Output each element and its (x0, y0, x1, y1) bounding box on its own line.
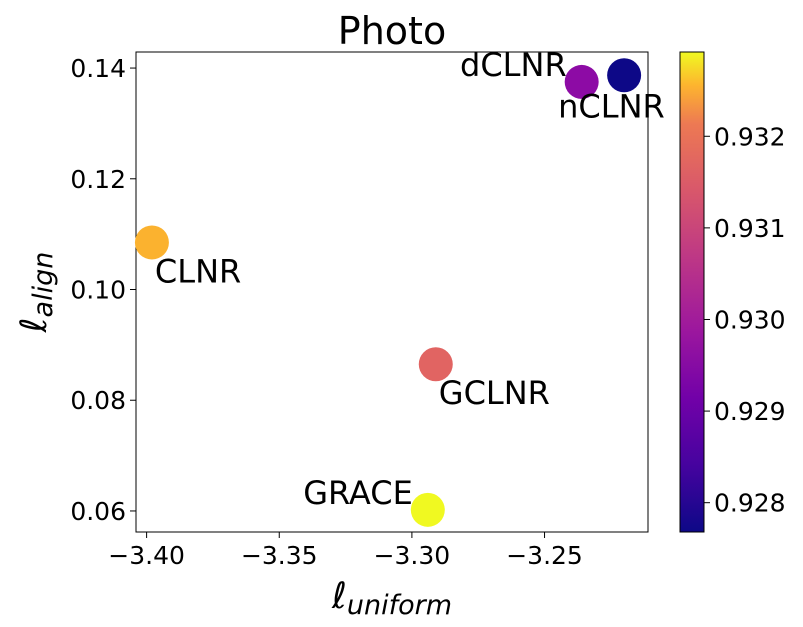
point-label: dCLNR (460, 46, 567, 84)
colorbar-tick-label: 0.932 (714, 122, 786, 151)
colorbar-tick-label: 0.931 (714, 214, 786, 243)
x-tick-label: −3.30 (374, 541, 451, 570)
scatter-point (134, 225, 169, 260)
plot-area (135, 51, 649, 533)
point-label: CLNR (155, 252, 241, 290)
colorbar-tick-label: 0.930 (714, 305, 786, 334)
x-tick-label: −3.40 (108, 541, 185, 570)
y-tick-label: 0.06 (70, 497, 126, 526)
x-axis-label: ℓuniform (331, 576, 452, 621)
colorbar-tick-label: 0.929 (714, 397, 786, 426)
x-tick-label: −3.25 (506, 541, 583, 570)
x-axis-label-sub: uniform (347, 590, 452, 621)
y-tick-label: 0.08 (70, 386, 126, 415)
scatter-point (564, 64, 599, 99)
scatter-point (410, 492, 445, 527)
y-tick-label: 0.10 (70, 276, 126, 305)
chart-title: Photo (338, 9, 446, 53)
y-tick-label: 0.14 (70, 54, 126, 83)
scatter-point (607, 58, 642, 93)
scatter-point (418, 347, 453, 382)
colorbar (679, 51, 705, 533)
x-axis-label-main: ℓ (331, 576, 347, 617)
point-label: GCLNR (439, 374, 550, 412)
y-axis-label: ℓalign (14, 252, 59, 334)
y-tick-label: 0.12 (70, 165, 126, 194)
point-label: GRACE (303, 474, 413, 512)
point-label: nCLNR (558, 87, 665, 125)
y-axis-label-main: ℓ (14, 317, 55, 333)
y-axis-label-sub: align (28, 252, 59, 318)
colorbar-tick-label: 0.928 (714, 489, 786, 518)
x-tick-label: −3.35 (241, 541, 318, 570)
